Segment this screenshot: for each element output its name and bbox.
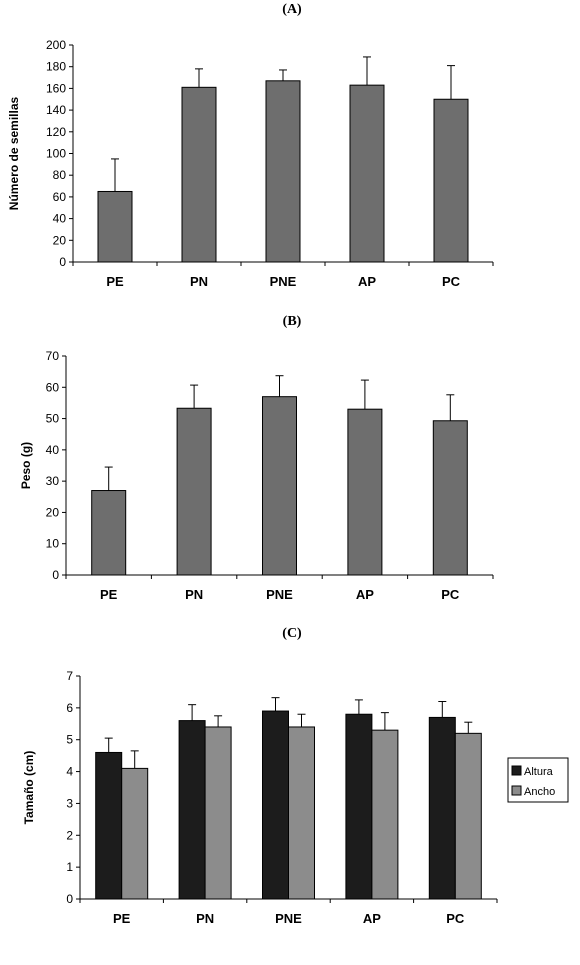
chart2-ytick-label: 40: [46, 443, 60, 457]
chart3-bar-pe-ancho: [121, 767, 149, 900]
chart3-ytick-label: 1: [66, 860, 73, 874]
chart3-category-label: PN: [196, 911, 214, 926]
chart3-ytick-label: 7: [66, 669, 73, 683]
chart2-ytick-label: 50: [46, 412, 60, 426]
chart2-ytick-label: 10: [46, 537, 60, 551]
chart2-ytick-label: 0: [52, 568, 59, 582]
chart3-ytick-label: 6: [66, 701, 73, 715]
chart3-category-label: PNE: [275, 911, 302, 926]
chart3-ytick-label: 5: [66, 733, 73, 747]
chart1-category-label: PNE: [270, 274, 297, 289]
chart1-category-label: PC: [442, 274, 461, 289]
chart1-ytick-label: 80: [53, 168, 67, 182]
chart2-category-label: PC: [441, 587, 460, 602]
chart2-ytick-label: 70: [46, 349, 60, 363]
chart3-ytick-label: 0: [66, 892, 73, 906]
chart3-bar-pne-ancho: [288, 726, 315, 900]
chart1-ytick-label: 20: [53, 233, 67, 247]
chart1-title: (A): [282, 2, 302, 17]
chart1-category-label: PN: [190, 274, 208, 289]
chart1-bar-pc: [433, 98, 469, 263]
chart2-category-label: PE: [100, 587, 118, 602]
chart2-title: (B): [283, 314, 302, 329]
chart1-ytick-label: 60: [53, 190, 67, 204]
chart3-ytick-label: 4: [66, 765, 73, 779]
chart2-ytick-label: 20: [46, 505, 60, 519]
chart3-bar-pe-altura: [95, 751, 123, 900]
chart2-bar-ap: [347, 408, 383, 576]
chart1-ytick-label: 160: [46, 81, 66, 95]
chart1-ytick-label: 140: [46, 103, 66, 117]
chart1-ytick-label: 100: [46, 147, 66, 161]
chart1-bar-ap: [349, 84, 385, 263]
chart2-ytick-label: 60: [46, 380, 60, 394]
chart1-ytick-label: 0: [59, 255, 66, 269]
chart1-ytick-label: 180: [46, 60, 66, 74]
chart3-category-label: PE: [113, 911, 131, 926]
chart1-bar-pn: [181, 86, 217, 263]
chart1-category-label: AP: [358, 274, 376, 289]
chart2-ylabel: Peso (g): [19, 442, 33, 489]
chart1-bar-pe: [97, 190, 133, 263]
chart3-bar-ap-ancho: [371, 729, 399, 900]
chart2-bar-pne: [262, 396, 297, 576]
chart2-ytick-label: 30: [46, 474, 60, 488]
chart3-bar-pne-altura: [262, 710, 289, 900]
chart3-category-label: AP: [363, 911, 381, 926]
chart1-ylabel: Número de semillas: [7, 96, 21, 210]
chart3-category-label: PC: [446, 911, 465, 926]
chart2-bar-pe: [91, 490, 127, 576]
chart3-legend-swatch-0: [511, 765, 522, 776]
chart3-bar-pn-ancho: [204, 726, 232, 900]
chart3-ytick-label: 2: [66, 828, 73, 842]
chart1-category-label: PE: [106, 274, 124, 289]
chart1-ytick-label: 200: [46, 38, 66, 52]
chart2-category-label: PN: [185, 587, 203, 602]
chart3-legend-label-1: Ancho: [524, 786, 555, 798]
chart3-ytick-label: 3: [66, 796, 73, 810]
chart3-bar-pn-altura: [178, 720, 206, 900]
chart2-category-label: PNE: [266, 587, 293, 602]
chart1-bar-pne: [265, 80, 301, 263]
chart2-bar-pc: [432, 420, 468, 576]
chart1-ytick-label: 120: [46, 125, 66, 139]
chart3-bar-pc-ancho: [454, 732, 482, 900]
chart3-title: (C): [282, 626, 302, 641]
chart2-category-label: AP: [356, 587, 374, 602]
chart3-legend-swatch-1: [511, 785, 522, 796]
chart3-bar-pc-altura: [428, 716, 456, 900]
chart3-ylabel: Tamaño (cm): [22, 751, 36, 825]
chart3-bar-ap-altura: [345, 713, 373, 900]
chart3-legend-label-0: Altura: [524, 766, 554, 778]
chart2-bar-pn: [176, 407, 212, 576]
chart1-ytick-label: 40: [53, 212, 67, 226]
